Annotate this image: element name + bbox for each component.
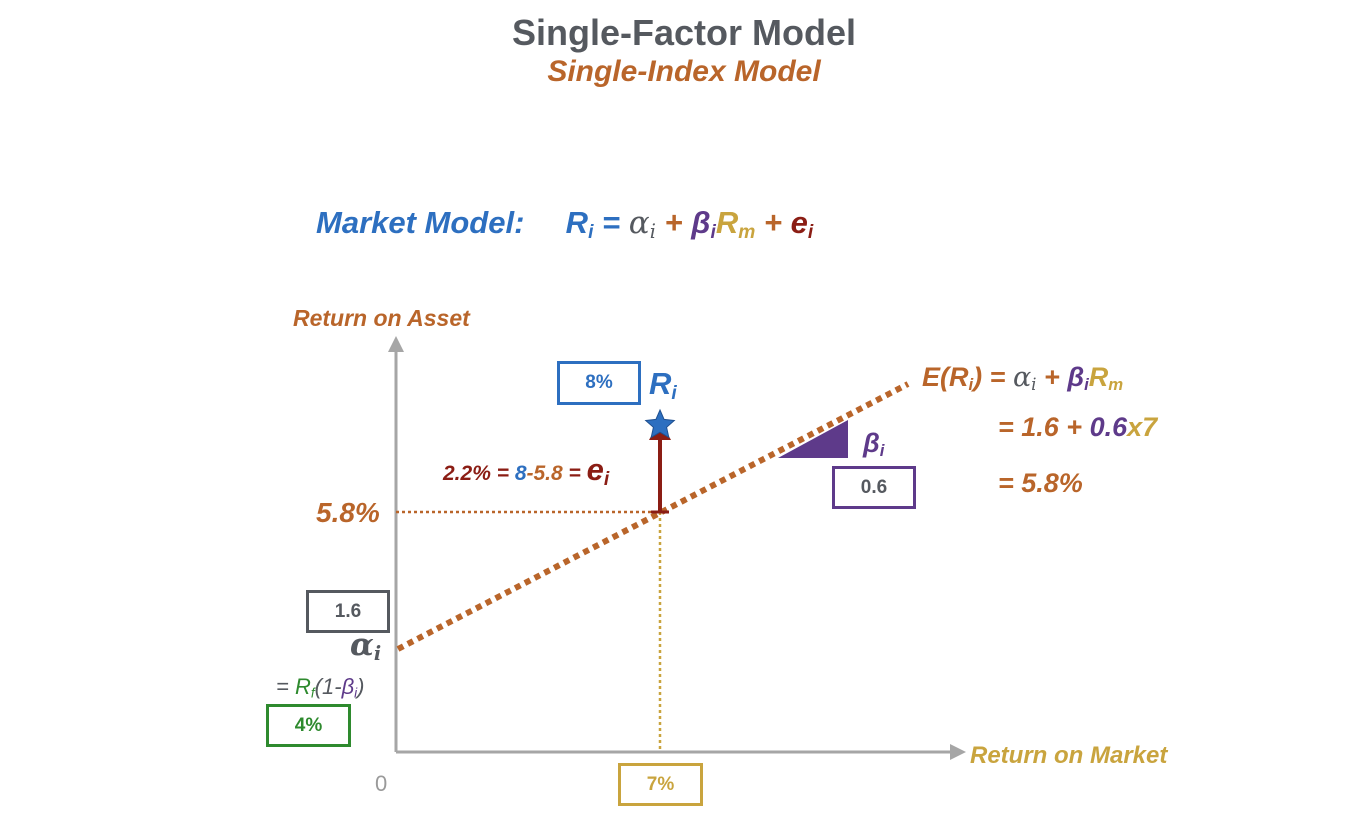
expected-alpha: αi bbox=[1012, 362, 1037, 395]
alpha-value-box: 1.6 bbox=[306, 590, 390, 633]
x-axis-arrowhead bbox=[950, 744, 966, 760]
market-model-label: Market Model: bbox=[316, 205, 525, 240]
expected-beta: βi bbox=[1067, 362, 1089, 395]
y-axis-arrowhead bbox=[388, 336, 404, 352]
expected-line-2-beta: 0.6 bbox=[1089, 412, 1128, 442]
origin-label: 0 bbox=[375, 771, 388, 796]
rf-paren: (1- bbox=[314, 674, 342, 699]
risk-free-box: 4% bbox=[266, 704, 351, 747]
expected-return-equation: E(Ri) = αi + βiRm bbox=[922, 362, 1123, 395]
rf-expression: = Rf(1-βi) bbox=[276, 674, 365, 700]
expected-rm: Rm bbox=[1088, 362, 1124, 395]
expected-plus: + bbox=[1044, 362, 1060, 392]
market-model-rm: Rm bbox=[715, 205, 756, 243]
market-model-e: ei bbox=[790, 205, 814, 243]
page-title: Single-Factor Model bbox=[511, 12, 857, 53]
residual-8: 8 bbox=[514, 462, 527, 485]
expected-line-2-eq: = 1.6 + bbox=[998, 412, 1083, 442]
expected-line-3: = 5.8% bbox=[998, 468, 1083, 498]
residual-e: ei bbox=[586, 452, 610, 490]
market-model-alpha: αi bbox=[628, 205, 656, 243]
expected-lhs: E(Ri) = bbox=[922, 362, 1006, 395]
beta-slope-triangle bbox=[778, 420, 848, 458]
actual-return-box: 8% bbox=[557, 361, 641, 405]
regression-line bbox=[396, 381, 910, 652]
market-model-beta: βi bbox=[691, 205, 716, 243]
market-model-equation: Market Model: Ri = αi + βiRm + ei bbox=[316, 205, 813, 244]
residual-pre: 2.2% = bbox=[443, 462, 509, 485]
page-subtitle: Single-Index Model bbox=[547, 55, 821, 88]
market-model-r: Ri bbox=[565, 205, 594, 243]
market-model-plus-1: + bbox=[664, 205, 683, 240]
market-return-box: 7% bbox=[618, 763, 703, 806]
alpha-label: αi bbox=[350, 627, 382, 665]
market-model-equals: = bbox=[602, 205, 621, 240]
actual-return-label: Ri bbox=[649, 366, 677, 404]
rf-r: Rf bbox=[294, 674, 315, 701]
rf-eq: = bbox=[276, 674, 289, 699]
beta-label: βi bbox=[863, 428, 885, 461]
expected-return-value: 5.8% bbox=[316, 497, 380, 528]
expected-line-2-x: x7 bbox=[1127, 412, 1158, 442]
x-axis-label: Return on Market bbox=[970, 742, 1168, 769]
residual-label: 2.2% = 8-5.8 = ei bbox=[443, 452, 609, 491]
y-axis-label: Return on Asset bbox=[293, 305, 470, 331]
residual-minus: -5.8 bbox=[526, 462, 563, 485]
market-model-plus-2: + bbox=[763, 205, 783, 240]
residual-eq: = bbox=[568, 462, 581, 485]
rf-beta: βi bbox=[341, 674, 358, 701]
rf-close: ) bbox=[357, 674, 365, 699]
beta-value-box: 0.6 bbox=[832, 466, 916, 509]
expected-line-2: = 1.6 + 0.6x7 bbox=[998, 412, 1157, 443]
actual-return-star-icon bbox=[644, 408, 676, 439]
